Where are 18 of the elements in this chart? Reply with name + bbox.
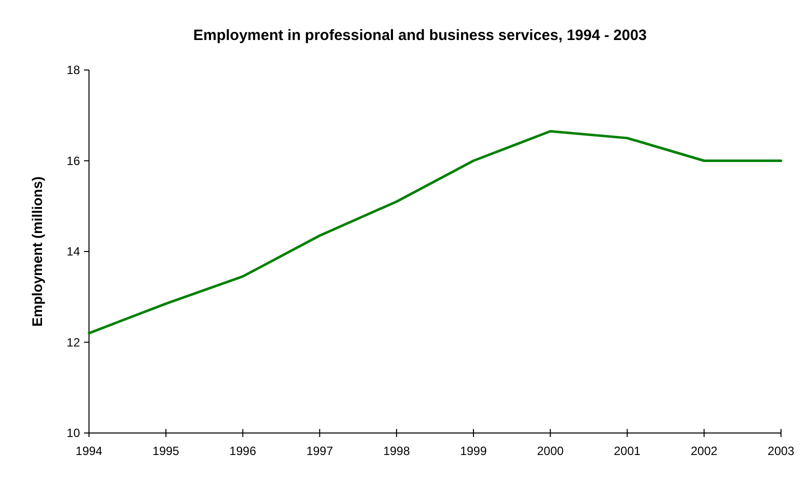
x-tick-label: 2002 — [690, 444, 718, 458]
y-tick-label: 12 — [66, 335, 80, 350]
x-tick-label: 1999 — [460, 444, 488, 458]
x-tick-label: 1994 — [76, 444, 103, 458]
line-series — [88, 130, 782, 334]
x-tick-label: 2001 — [614, 444, 641, 458]
x-tick-label: 2003 — [768, 444, 795, 458]
x-tick-label: 1996 — [229, 444, 256, 458]
y-tick-label: 16 — [66, 154, 80, 168]
x-tick-label: 1997 — [306, 444, 334, 458]
x-tick-label: 1995 — [152, 444, 180, 458]
y-tick-label: 10 — [66, 426, 80, 440]
chart-title: Employment in professional and business services, 1994 - 2003 — [193, 27, 647, 44]
x-tick-label: 1998 — [383, 444, 410, 458]
y-tick-label: 14 — [66, 244, 80, 259]
y-axis-title: Employment (millions) — [29, 176, 45, 327]
y-tick-label: 18 — [66, 63, 80, 78]
x-tick-label: 2000 — [536, 444, 564, 458]
